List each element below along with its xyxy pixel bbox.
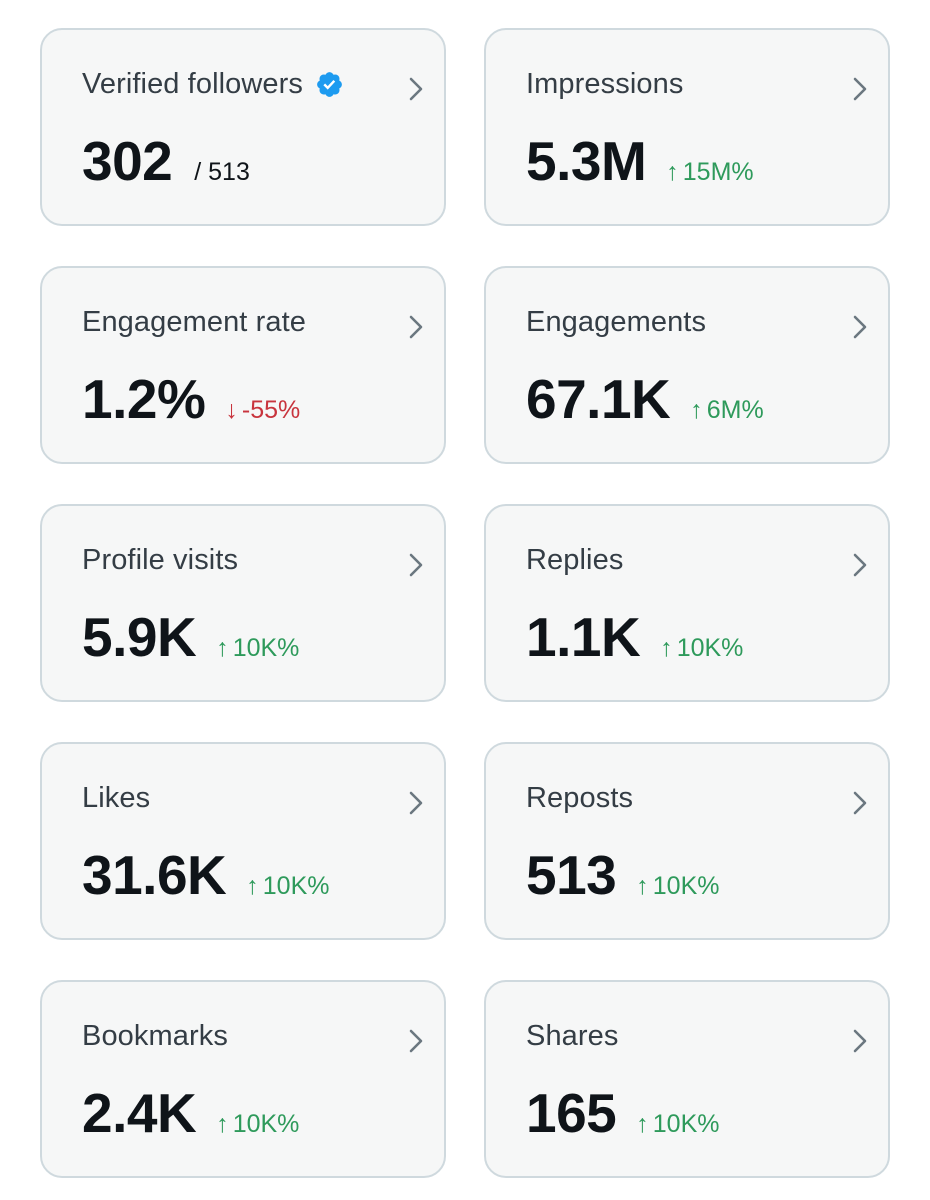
metric-value-row: 2.4K ↑ 10K% [82,1086,299,1141]
metric-value: 302 [82,130,173,192]
metric-change: ↑ 10K% [246,872,329,901]
chevron-right-icon[interactable] [850,74,870,104]
metric-value: 31.6K [82,844,227,906]
metric-label: Bookmarks [82,1020,228,1052]
chevron-right-icon[interactable] [406,312,426,342]
chevron-right-icon[interactable] [850,312,870,342]
metric-change: ↑ 10K% [216,1110,299,1139]
metric-change: ↑ 10K% [216,634,299,663]
metric-value: 513 [526,844,617,906]
metric-card-shares[interactable]: Shares 165 ↑ 10K% [484,980,890,1178]
arrow-up-icon: ↑ [690,396,703,424]
metric-label-row: Engagements [526,306,706,339]
metric-card-engagement-rate[interactable]: Engagement rate 1.2% ↓ -55% [40,266,446,464]
metric-change: ↑ 10K% [660,634,743,663]
metric-value: 5.9K [82,606,197,668]
metric-value-row: 31.6K ↑ 10K% [82,848,329,903]
metric-change: ↑ 6M% [690,396,763,425]
metric-change-value: 15M% [682,158,754,186]
metric-card-reposts[interactable]: Reposts 513 ↑ 10K% [484,742,890,940]
arrow-up-icon: ↑ [636,872,649,900]
metric-label: Verified followers [82,68,304,100]
metric-value-row: 513 ↑ 10K% [526,848,719,903]
metric-value-row: 1.2% ↓ -55% [82,372,300,427]
metric-label-row: Bookmarks [82,1020,228,1053]
metric-label-row: Profile visits [82,544,238,577]
chevron-right-icon[interactable] [406,550,426,580]
arrow-up-icon: ↑ [660,634,673,662]
chevron-right-icon[interactable] [850,550,870,580]
verified-badge-icon [317,72,342,97]
metric-value: 5.3M [526,130,647,192]
metric-label-row: Impressions [526,68,683,101]
metric-label-row: Reposts [526,782,633,815]
metric-change-value: -55% [241,396,301,424]
metric-change: ↑ 15M% [666,158,753,187]
metric-label: Engagement rate [82,306,306,338]
metric-value-row: 67.1K ↑ 6M% [526,372,764,427]
arrow-up-icon: ↑ [246,872,259,900]
metric-card-bookmarks[interactable]: Bookmarks 2.4K ↑ 10K% [40,980,446,1178]
metric-value-row: 302 / 513 [82,134,250,189]
metric-label: Impressions [526,68,684,100]
metric-card-verified-followers[interactable]: Verified followers 302 / 513 [40,28,446,226]
metric-value: 1.2% [82,368,206,430]
metric-card-likes[interactable]: Likes 31.6K ↑ 10K% [40,742,446,940]
chevron-right-icon[interactable] [850,788,870,818]
metric-change-value: 6M% [706,396,764,424]
metric-change-value: 10K% [676,634,744,662]
metric-value-row: 1.1K ↑ 10K% [526,610,743,665]
metric-value-row: 5.3M ↑ 15M% [526,134,754,189]
arrow-up-icon: ↑ [216,634,229,662]
arrow-down-icon: ↓ [225,396,238,424]
metric-card-profile-visits[interactable]: Profile visits 5.9K ↑ 10K% [40,504,446,702]
metric-label: Engagements [526,306,707,338]
metric-label: Profile visits [82,544,239,576]
metric-change: ↑ 10K% [636,1110,719,1139]
metric-label: Likes [82,782,151,814]
chevron-right-icon[interactable] [406,74,426,104]
metric-value: 2.4K [82,1082,197,1144]
chevron-right-icon[interactable] [406,788,426,818]
metric-label-row: Verified followers [82,68,344,101]
metric-change-value: 10K% [652,872,720,900]
metric-label-row: Likes [82,782,150,815]
metric-card-impressions[interactable]: Impressions 5.3M ↑ 15M% [484,28,890,226]
metric-card-replies[interactable]: Replies 1.1K ↑ 10K% [484,504,890,702]
metric-change-value: 10K% [232,634,300,662]
metric-card-engagements[interactable]: Engagements 67.1K ↑ 6M% [484,266,890,464]
arrow-up-icon: ↑ [666,158,679,186]
metric-label-row: Shares [526,1020,619,1053]
metric-label: Shares [526,1020,619,1052]
chevron-right-icon[interactable] [850,1026,870,1056]
metric-total: / 513 [194,158,250,186]
chevron-right-icon[interactable] [406,1026,426,1056]
metrics-grid: Verified followers 302 / 513 Impressions… [40,28,890,1178]
metric-value: 165 [526,1082,617,1144]
metric-label-row: Engagement rate [82,306,306,339]
metric-value-row: 165 ↑ 10K% [526,1086,719,1141]
metric-label-row: Replies [526,544,623,577]
metric-label: Replies [526,544,624,576]
metric-change-value: 10K% [262,872,330,900]
arrow-up-icon: ↑ [216,1110,229,1138]
metric-label: Reposts [526,782,634,814]
metric-value: 67.1K [526,368,671,430]
metric-value-row: 5.9K ↑ 10K% [82,610,299,665]
arrow-up-icon: ↑ [636,1110,649,1138]
metric-change-value: 10K% [652,1110,720,1138]
metric-change-value: 10K% [232,1110,300,1138]
metric-value: 1.1K [526,606,641,668]
metric-change: ↓ -55% [225,396,300,425]
metric-change: ↑ 10K% [636,872,719,901]
